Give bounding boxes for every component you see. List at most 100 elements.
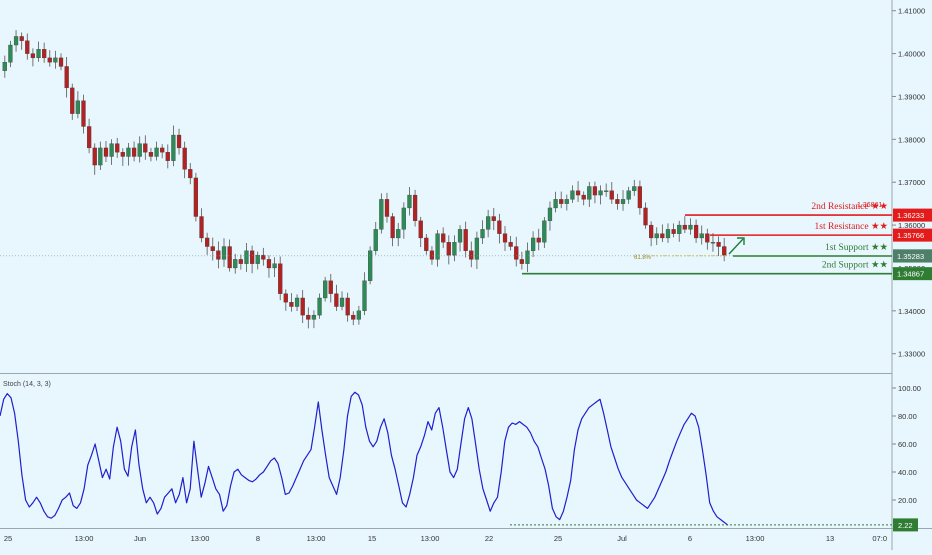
candle-body	[396, 229, 401, 239]
candle-body	[609, 190, 614, 200]
candle-body	[497, 220, 502, 234]
current-price-label: 1.35283	[897, 252, 924, 261]
candle-body	[306, 314, 311, 320]
candle-body	[435, 233, 440, 260]
candle-body	[356, 310, 361, 320]
candle-body	[620, 199, 626, 204]
level-price-label: 1.34867	[897, 270, 924, 279]
candle-body	[109, 143, 114, 157]
candle-body	[120, 152, 125, 157]
time-tick-label: 13:00	[75, 534, 94, 543]
level-price-box	[893, 267, 932, 281]
candle-body	[64, 66, 69, 89]
candle-body	[328, 280, 333, 294]
stochastic-value-label: 2.22	[898, 521, 913, 530]
candle-body	[103, 147, 109, 157]
candle-body	[19, 36, 24, 41]
candle-body	[294, 297, 300, 307]
candle-body	[536, 237, 541, 243]
stoch-tick-label: 20.00	[898, 496, 917, 505]
arrow-head	[737, 237, 745, 245]
time-tick-label: 13:00	[421, 534, 440, 543]
candle-body	[272, 263, 277, 269]
candle-body	[233, 259, 238, 269]
time-tick-label: 25	[4, 534, 12, 543]
candle-body	[339, 297, 345, 307]
time-tick-label: 13:00	[307, 534, 326, 543]
candle-body	[660, 233, 665, 239]
candle-body	[70, 87, 75, 114]
candle-body	[205, 237, 210, 247]
candle-body	[199, 216, 204, 239]
candle-body	[463, 229, 468, 251]
stoch-tick-label: 80.00	[898, 412, 917, 421]
candle-body	[2, 62, 7, 71]
candle-body	[587, 186, 592, 200]
candle-body	[75, 100, 80, 114]
price-tick-label: 1.38000	[898, 135, 925, 144]
candle-body	[649, 224, 654, 239]
candle-body	[671, 229, 676, 234]
price-tick-label: 1.34000	[898, 307, 925, 316]
candle-body	[266, 259, 272, 269]
hidden-price-label: 1.36841	[857, 202, 882, 209]
candle-body	[390, 216, 395, 239]
candle-body	[693, 224, 699, 239]
candle-body	[86, 126, 92, 149]
candle-body	[300, 297, 305, 316]
candle-body	[115, 143, 120, 153]
price-tick-label: 1.40000	[898, 50, 925, 59]
candle-body	[469, 250, 474, 260]
candle-body	[384, 199, 390, 217]
fib-label: 61.8%	[634, 255, 652, 261]
stoch-tick-label: 100.00	[898, 384, 921, 393]
candle-body	[25, 40, 30, 54]
time-tick-label: 07:0	[872, 534, 887, 543]
candle-body	[126, 147, 131, 157]
level-name: 1st Support ★★	[825, 242, 888, 253]
candle-body	[98, 147, 103, 166]
time-tick-label: 15	[368, 534, 376, 543]
candle-body	[530, 237, 536, 251]
candle-body	[379, 199, 384, 230]
candle-body	[53, 57, 58, 63]
candle-body	[154, 147, 159, 157]
candle-body	[716, 242, 721, 247]
current-price-box	[893, 249, 932, 263]
time-axis-ticks: 25 13:00 Jun 13:00 8 13:00 15 13:00 22 25 Jul 6 13:0…	[4, 534, 887, 543]
candle-body	[682, 224, 687, 230]
candle-body	[615, 199, 620, 204]
candle-body	[688, 224, 693, 230]
candle-body	[632, 186, 637, 191]
level-price-box	[893, 208, 932, 222]
candle-body	[519, 259, 524, 264]
candle-body	[542, 220, 547, 243]
candle-body	[598, 190, 603, 196]
candle-body	[92, 147, 97, 166]
arrow-shaft	[728, 238, 744, 255]
candle-body	[351, 314, 356, 320]
candle-body	[283, 293, 288, 303]
candle-body	[412, 194, 418, 221]
candle-body	[261, 254, 266, 260]
candle-body	[710, 242, 716, 244]
stochastic-value-box	[893, 518, 918, 532]
candle-body	[643, 207, 648, 226]
candle-body	[429, 250, 435, 260]
candle-body	[654, 233, 659, 239]
candle-body	[514, 246, 519, 260]
candle-body	[176, 134, 182, 149]
price-tick-label: 1.36000	[898, 221, 925, 230]
level-name: 1st Resistance ★★	[815, 221, 889, 232]
candle-body	[13, 36, 19, 46]
level-name: 2nd Support ★★	[822, 260, 889, 271]
price-pane	[0, 30, 892, 329]
candle-body	[334, 293, 339, 307]
candle-body	[424, 237, 429, 251]
candle-body	[249, 250, 255, 264]
candle-body	[182, 147, 187, 170]
time-tick-label: 25	[554, 534, 562, 543]
candle-body	[401, 207, 406, 230]
candle-body	[171, 134, 176, 161]
